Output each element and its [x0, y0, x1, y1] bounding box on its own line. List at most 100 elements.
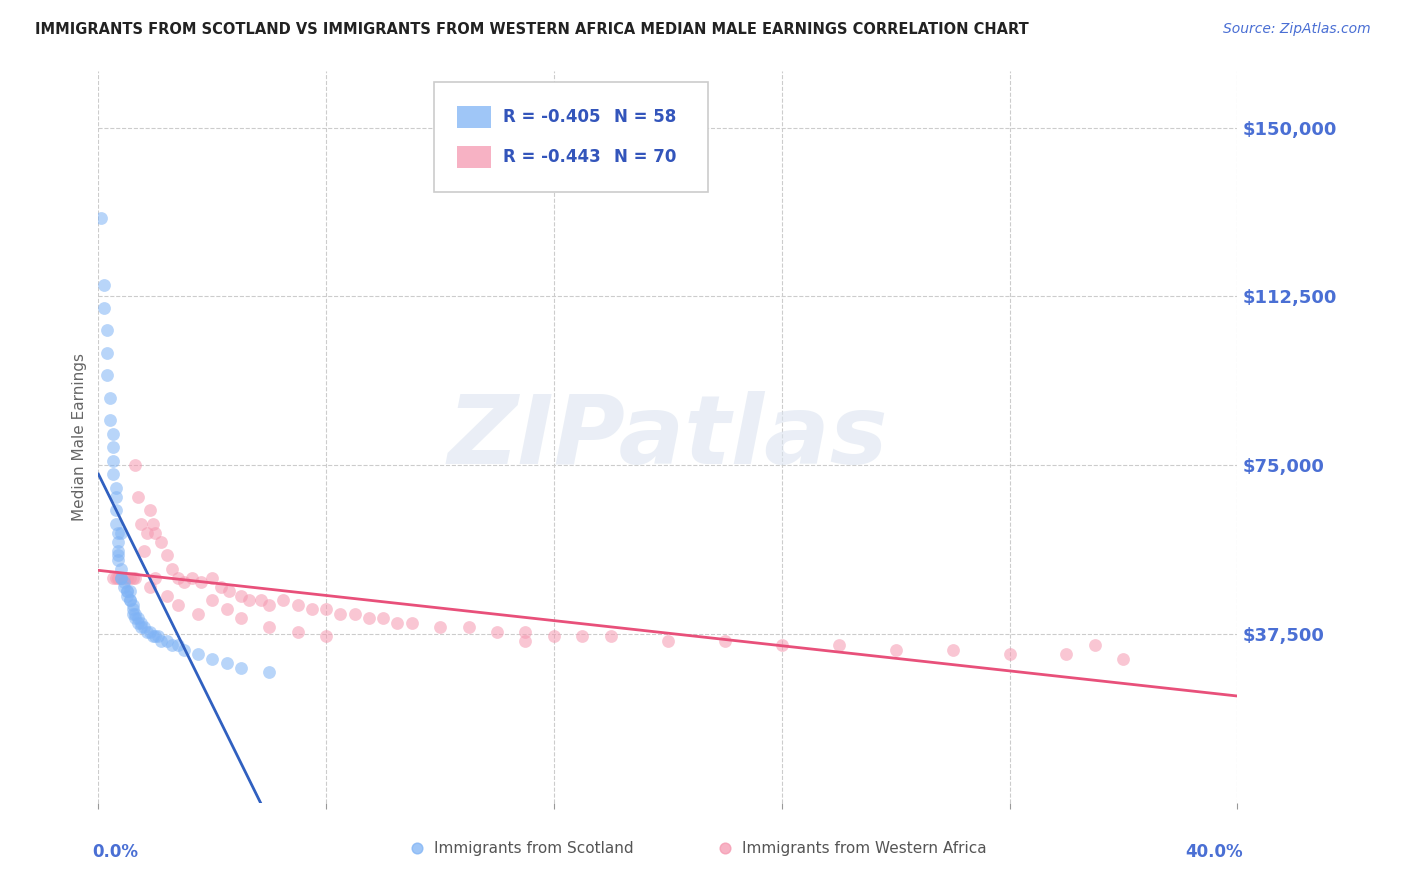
Point	[110, 562, 132, 576]
Point	[145, 571, 167, 585]
Point	[101, 467, 124, 482]
Point	[770, 638, 793, 652]
Point	[118, 584, 141, 599]
Point	[107, 553, 129, 567]
Point	[201, 571, 224, 585]
Point	[315, 629, 337, 643]
Point	[156, 633, 179, 648]
Point	[329, 607, 352, 621]
Point	[101, 426, 124, 441]
Point	[515, 624, 537, 639]
Point	[138, 580, 160, 594]
Point	[121, 602, 143, 616]
Point	[156, 589, 179, 603]
Point	[124, 611, 146, 625]
Point	[118, 593, 141, 607]
Point	[238, 593, 260, 607]
Point	[387, 615, 409, 630]
Point	[457, 620, 479, 634]
Point	[315, 602, 337, 616]
Point	[112, 571, 135, 585]
Point	[229, 661, 252, 675]
Point	[132, 620, 155, 634]
Text: ZIPatlas: ZIPatlas	[447, 391, 889, 483]
Point	[141, 516, 163, 531]
Point	[357, 611, 380, 625]
Point	[124, 571, 146, 585]
Point	[129, 615, 152, 630]
Point	[127, 611, 149, 625]
Point	[129, 516, 152, 531]
Point	[201, 652, 224, 666]
Point	[657, 633, 679, 648]
Bar	[457, 106, 491, 128]
Point	[828, 638, 851, 652]
Point	[127, 490, 149, 504]
Point	[104, 481, 127, 495]
Point	[259, 665, 281, 680]
Point	[118, 571, 141, 585]
Text: R = -0.443: R = -0.443	[503, 148, 600, 166]
Point	[104, 516, 127, 531]
Point	[121, 598, 143, 612]
Point	[127, 615, 149, 630]
Point	[118, 593, 141, 607]
Text: N = 58: N = 58	[614, 109, 676, 127]
Point	[124, 607, 146, 621]
Point	[1112, 652, 1135, 666]
Point	[124, 458, 146, 473]
Point	[96, 368, 118, 383]
Point	[98, 391, 121, 405]
Point	[259, 620, 281, 634]
Point	[998, 647, 1021, 661]
Point	[145, 629, 167, 643]
Point	[571, 629, 593, 643]
Point	[110, 525, 132, 540]
Point	[543, 629, 565, 643]
Text: Immigrants from Scotland: Immigrants from Scotland	[434, 840, 634, 855]
Point	[209, 580, 232, 594]
Point	[121, 571, 143, 585]
Point	[101, 453, 124, 467]
Text: 40.0%: 40.0%	[1185, 843, 1243, 861]
Point	[141, 629, 163, 643]
Point	[201, 593, 224, 607]
Point	[429, 620, 451, 634]
Point	[115, 589, 138, 603]
Point	[145, 525, 167, 540]
Point	[187, 647, 209, 661]
Point	[90, 211, 112, 225]
Point	[148, 629, 170, 643]
Point	[884, 796, 907, 810]
Point	[167, 638, 190, 652]
Point	[162, 638, 184, 652]
Point	[110, 571, 132, 585]
Text: Source: ZipAtlas.com: Source: ZipAtlas.com	[1223, 22, 1371, 37]
Point	[884, 642, 907, 657]
Text: 0.0%: 0.0%	[93, 843, 139, 861]
Point	[104, 571, 127, 585]
FancyBboxPatch shape	[434, 82, 707, 192]
Point	[93, 301, 115, 315]
Point	[107, 525, 129, 540]
Point	[215, 602, 238, 616]
Text: R = -0.405: R = -0.405	[503, 109, 600, 127]
Point	[156, 548, 179, 562]
Point	[150, 534, 173, 549]
Point	[229, 611, 252, 625]
Point	[287, 624, 309, 639]
Bar	[457, 146, 491, 168]
Point	[1084, 638, 1107, 652]
Point	[104, 503, 127, 517]
Point	[107, 543, 129, 558]
Point	[229, 589, 252, 603]
Point	[162, 562, 184, 576]
Point	[115, 571, 138, 585]
Point	[112, 575, 135, 590]
Point	[121, 607, 143, 621]
Point	[115, 584, 138, 599]
Point	[96, 323, 118, 337]
Point	[101, 571, 124, 585]
Point	[373, 611, 395, 625]
Point	[107, 548, 129, 562]
